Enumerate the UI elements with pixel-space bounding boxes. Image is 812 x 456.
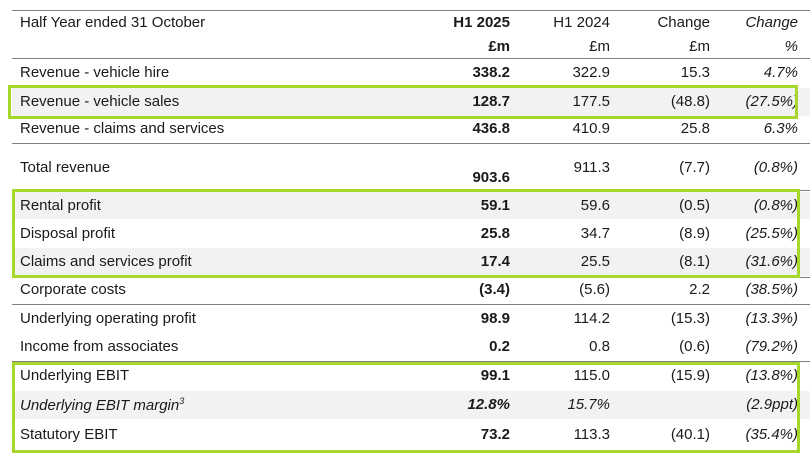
row-h1-2025: 128.7: [472, 93, 510, 110]
row-change-pct: (0.8%): [753, 197, 798, 214]
row-change: (40.1): [670, 426, 710, 443]
row-h1-2025: 12.8%: [467, 396, 510, 413]
row-change-pct: (38.5%): [745, 281, 798, 298]
header-unit-2024: £m: [589, 38, 610, 55]
highlight-box-vehicle-sales: [8, 85, 798, 119]
row-h1-2025: 99.1: [480, 367, 510, 384]
header-row-1: Half Year ended 31 October H1 2025 H1 20…: [12, 14, 810, 34]
header-row-2: £m £m £m %: [12, 38, 810, 58]
header-h1-2024: H1 2024: [553, 14, 610, 31]
row-h1-2025: (3.4): [479, 281, 510, 298]
row-h1-2025: 903.6: [472, 169, 510, 186]
row-change-pct: (13.8%): [745, 367, 798, 384]
row-h1-2025: 436.8: [472, 120, 510, 137]
header-h1-2025: H1 2025: [453, 14, 510, 31]
row-label: Underlying EBIT: [20, 367, 130, 384]
row-label: Revenue - vehicle sales: [20, 93, 180, 110]
row-h1-2024: 410.9: [572, 120, 610, 137]
highlight-box-ebit: [12, 362, 800, 453]
row-label: Statutory EBIT: [20, 426, 118, 443]
row-h1-2025: 59.1: [480, 197, 510, 214]
table-row: Underlying EBIT 99.1 115.0 (15.9) (13.8%…: [12, 367, 810, 387]
table-row: Revenue - vehicle hire 338.2 322.9 15.3 …: [12, 64, 810, 84]
row-label: Underlying EBIT margin3: [20, 396, 184, 414]
header-change: Change: [657, 14, 710, 31]
table-row: Underlying EBIT margin3 12.8% 15.7% (2.9…: [12, 391, 810, 419]
row-change: (7.7): [679, 159, 710, 176]
row-h1-2024: 113.3: [573, 426, 610, 443]
row-label: Income from associates: [20, 338, 179, 355]
row-change: (48.8): [670, 93, 710, 110]
header-unit-2025: £m: [488, 38, 510, 55]
row-h1-2025: 338.2: [472, 64, 510, 81]
row-label: Total revenue: [20, 159, 111, 176]
row-change-pct: 6.3%: [763, 120, 798, 137]
row-change: (0.5): [679, 197, 710, 214]
row-change-pct: (35.4%): [745, 426, 798, 443]
row-h1-2024: 15.7%: [567, 396, 610, 413]
row-change: (15.3): [670, 310, 710, 327]
row-h1-2024: 114.2: [573, 310, 610, 327]
rule-top: [12, 10, 810, 11]
row-label: Underlying operating profit: [20, 310, 196, 327]
row-change: (8.1): [679, 253, 710, 270]
row-h1-2025: 73.2: [480, 426, 510, 443]
row-label-text: Underlying EBIT margin: [20, 397, 180, 414]
row-h1-2024: (5.6): [579, 281, 610, 298]
row-h1-2024: 34.7: [580, 225, 610, 242]
table-row: Revenue - claims and services 436.8 410.…: [12, 120, 810, 140]
row-h1-2024: 115.0: [573, 367, 610, 384]
row-change-pct: (25.5%): [745, 225, 798, 242]
row-h1-2024: 177.5: [572, 93, 610, 110]
row-change: (15.9): [670, 367, 710, 384]
footnote-marker: 3: [179, 396, 185, 406]
table-row: Statutory EBIT 73.2 113.3 (40.1) (35.4%): [12, 426, 810, 446]
row-h1-2024: 322.9: [572, 64, 610, 81]
row-change-pct: (31.6%): [745, 253, 798, 270]
row-change: 15.3: [680, 64, 710, 81]
highlight-box-profits: [12, 189, 800, 278]
row-change-pct: (79.2%): [745, 338, 798, 355]
row-h1-2024: 0.8: [589, 338, 610, 355]
table-row: Claims and services profit 17.4 25.5 (8.…: [12, 248, 810, 276]
row-change-pct: 4.7%: [763, 64, 798, 81]
row-change: (0.6): [679, 338, 710, 355]
row-change-pct: (13.3%): [745, 310, 798, 327]
row-change: 25.8: [680, 120, 710, 137]
row-change: (8.9): [679, 225, 710, 242]
header-period: Half Year ended 31 October: [20, 14, 206, 31]
table-row-total: Total revenue 903.6 911.3 (7.7) (0.8%): [12, 159, 810, 187]
header-unit-change: £m: [689, 38, 710, 55]
row-h1-2024: 59.6: [580, 197, 610, 214]
table-row: Disposal profit 25.8 34.7 (8.9) (25.5%): [12, 220, 810, 247]
header-change-pct: Change: [745, 14, 798, 31]
table-row: Income from associates 0.2 0.8 (0.6) (79…: [12, 338, 810, 358]
row-label: Revenue - claims and services: [20, 120, 225, 137]
row-change: 2.2: [689, 281, 710, 298]
row-h1-2024: 25.5: [580, 253, 610, 270]
row-label: Disposal profit: [20, 225, 116, 242]
rule-after-corporate: [12, 304, 810, 305]
header-unit-pct: %: [784, 38, 798, 55]
row-label: Rental profit: [20, 197, 101, 214]
row-change-pct: (2.9ppt): [746, 396, 798, 413]
row-label: Claims and services profit: [20, 253, 192, 270]
rule-after-associates: [12, 361, 810, 362]
row-change-pct: (27.5%): [745, 93, 798, 110]
table-row: Corporate costs (3.4) (5.6) 2.2 (38.5%): [12, 281, 810, 301]
rule-header: [12, 58, 810, 59]
table-row: Revenue - vehicle sales 128.7 177.5 (48.…: [12, 88, 810, 116]
table-row: Underlying operating profit 98.9 114.2 (…: [12, 310, 810, 330]
row-h1-2025: 25.8: [480, 225, 510, 242]
rule-after-revenue: [12, 143, 810, 144]
row-h1-2025: 0.2: [489, 338, 510, 355]
row-label: Revenue - vehicle hire: [20, 64, 170, 81]
row-change-pct: (0.8%): [753, 159, 798, 176]
row-h1-2025: 98.9: [480, 310, 510, 327]
row-label: Corporate costs: [20, 281, 126, 298]
table-row: Rental profit 59.1 59.6 (0.5) (0.8%): [12, 192, 810, 219]
row-h1-2025: 17.4: [480, 253, 510, 270]
row-h1-2024: 911.3: [573, 159, 610, 176]
